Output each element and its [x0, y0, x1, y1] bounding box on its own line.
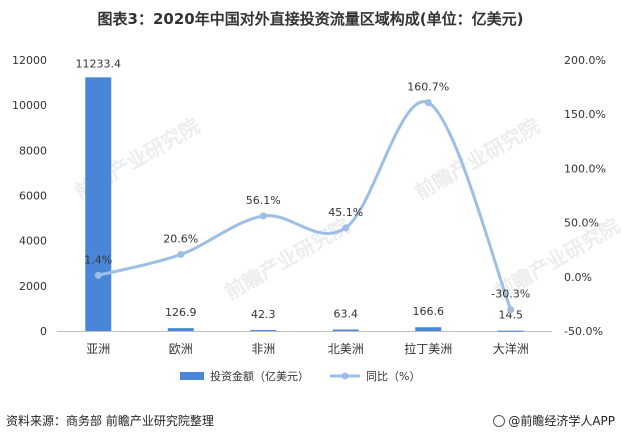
- line-point: [177, 250, 185, 258]
- line-point: [342, 224, 350, 232]
- bar: [85, 77, 112, 332]
- y-left-tick-label: 0: [40, 325, 47, 338]
- y-right-tick-label: 100.0%: [564, 162, 606, 175]
- bar: [167, 328, 194, 331]
- y-left-tick-label: 12000: [12, 54, 47, 67]
- line-value-label: 56.1%: [246, 194, 281, 207]
- y-right-tick-label: 150.0%: [564, 108, 606, 121]
- legend-bar-swatch: [180, 372, 204, 380]
- bar-value-label: 42.3: [251, 308, 276, 321]
- line-value-label: 20.6%: [163, 232, 198, 245]
- x-tick-label: 北美洲: [328, 342, 364, 356]
- x-tick-label: 大洋洲: [493, 341, 529, 356]
- legend-line-label: 同比（%）: [366, 370, 420, 383]
- y-right-tick-label: 50.0%: [564, 217, 599, 230]
- x-tick-label: 拉丁美洲: [404, 341, 452, 356]
- bar: [332, 329, 359, 331]
- x-tick-label: 亚洲: [86, 342, 110, 356]
- line-point: [424, 99, 432, 107]
- bar-value-label: 14.5: [499, 309, 524, 322]
- line-point: [259, 212, 267, 220]
- watermark-text: 前瞻产业研究院: [411, 114, 544, 205]
- y-right-tick-label: 0.0%: [564, 271, 592, 284]
- legend-bar-label: 投资金额（亿美元）: [210, 369, 309, 383]
- line-point: [507, 306, 515, 314]
- bar: [497, 330, 524, 332]
- brand-credit: @前瞻经济学人APP: [493, 412, 615, 429]
- bar-value-label: 126.9: [165, 306, 197, 319]
- bar-value-label: 63.4: [334, 308, 359, 321]
- bar-value-label: 11233.4: [76, 57, 122, 70]
- source-note: 资料来源：商务部 前瞻产业研究院整理: [6, 414, 214, 428]
- y-left-tick-label: 2000: [19, 280, 47, 293]
- y-left-tick-label: 10000: [12, 99, 47, 112]
- bar: [415, 327, 442, 331]
- line-value-label: 45.1%: [328, 206, 363, 219]
- y-left-tick-label: 6000: [19, 190, 47, 203]
- bar-value-label: 166.6: [413, 305, 445, 318]
- x-tick-label: 非洲: [251, 342, 275, 356]
- y-right-tick-label: 200.0%: [564, 54, 606, 67]
- chart-title: 图表3：2020年中国对外直接投资流量区域构成(单位：亿美元): [97, 10, 524, 28]
- line-point: [94, 271, 102, 279]
- line-value-label: -30.3%: [491, 288, 530, 301]
- bar: [250, 330, 277, 332]
- line-value-label: 1.4%: [84, 253, 112, 266]
- line-value-label: 160.7%: [407, 81, 449, 94]
- x-tick-label: 欧洲: [169, 342, 193, 356]
- brand-text: @前瞻经济学人APP: [508, 414, 615, 428]
- y-left-tick-label: 4000: [19, 235, 47, 248]
- y-left-tick-label: 8000: [19, 144, 47, 157]
- watermark-text: 前瞻产业研究院: [221, 214, 354, 305]
- y-right-tick-label: -50.0%: [564, 325, 603, 338]
- legend-line-marker: [341, 372, 349, 380]
- brand-logo-icon: [493, 414, 506, 427]
